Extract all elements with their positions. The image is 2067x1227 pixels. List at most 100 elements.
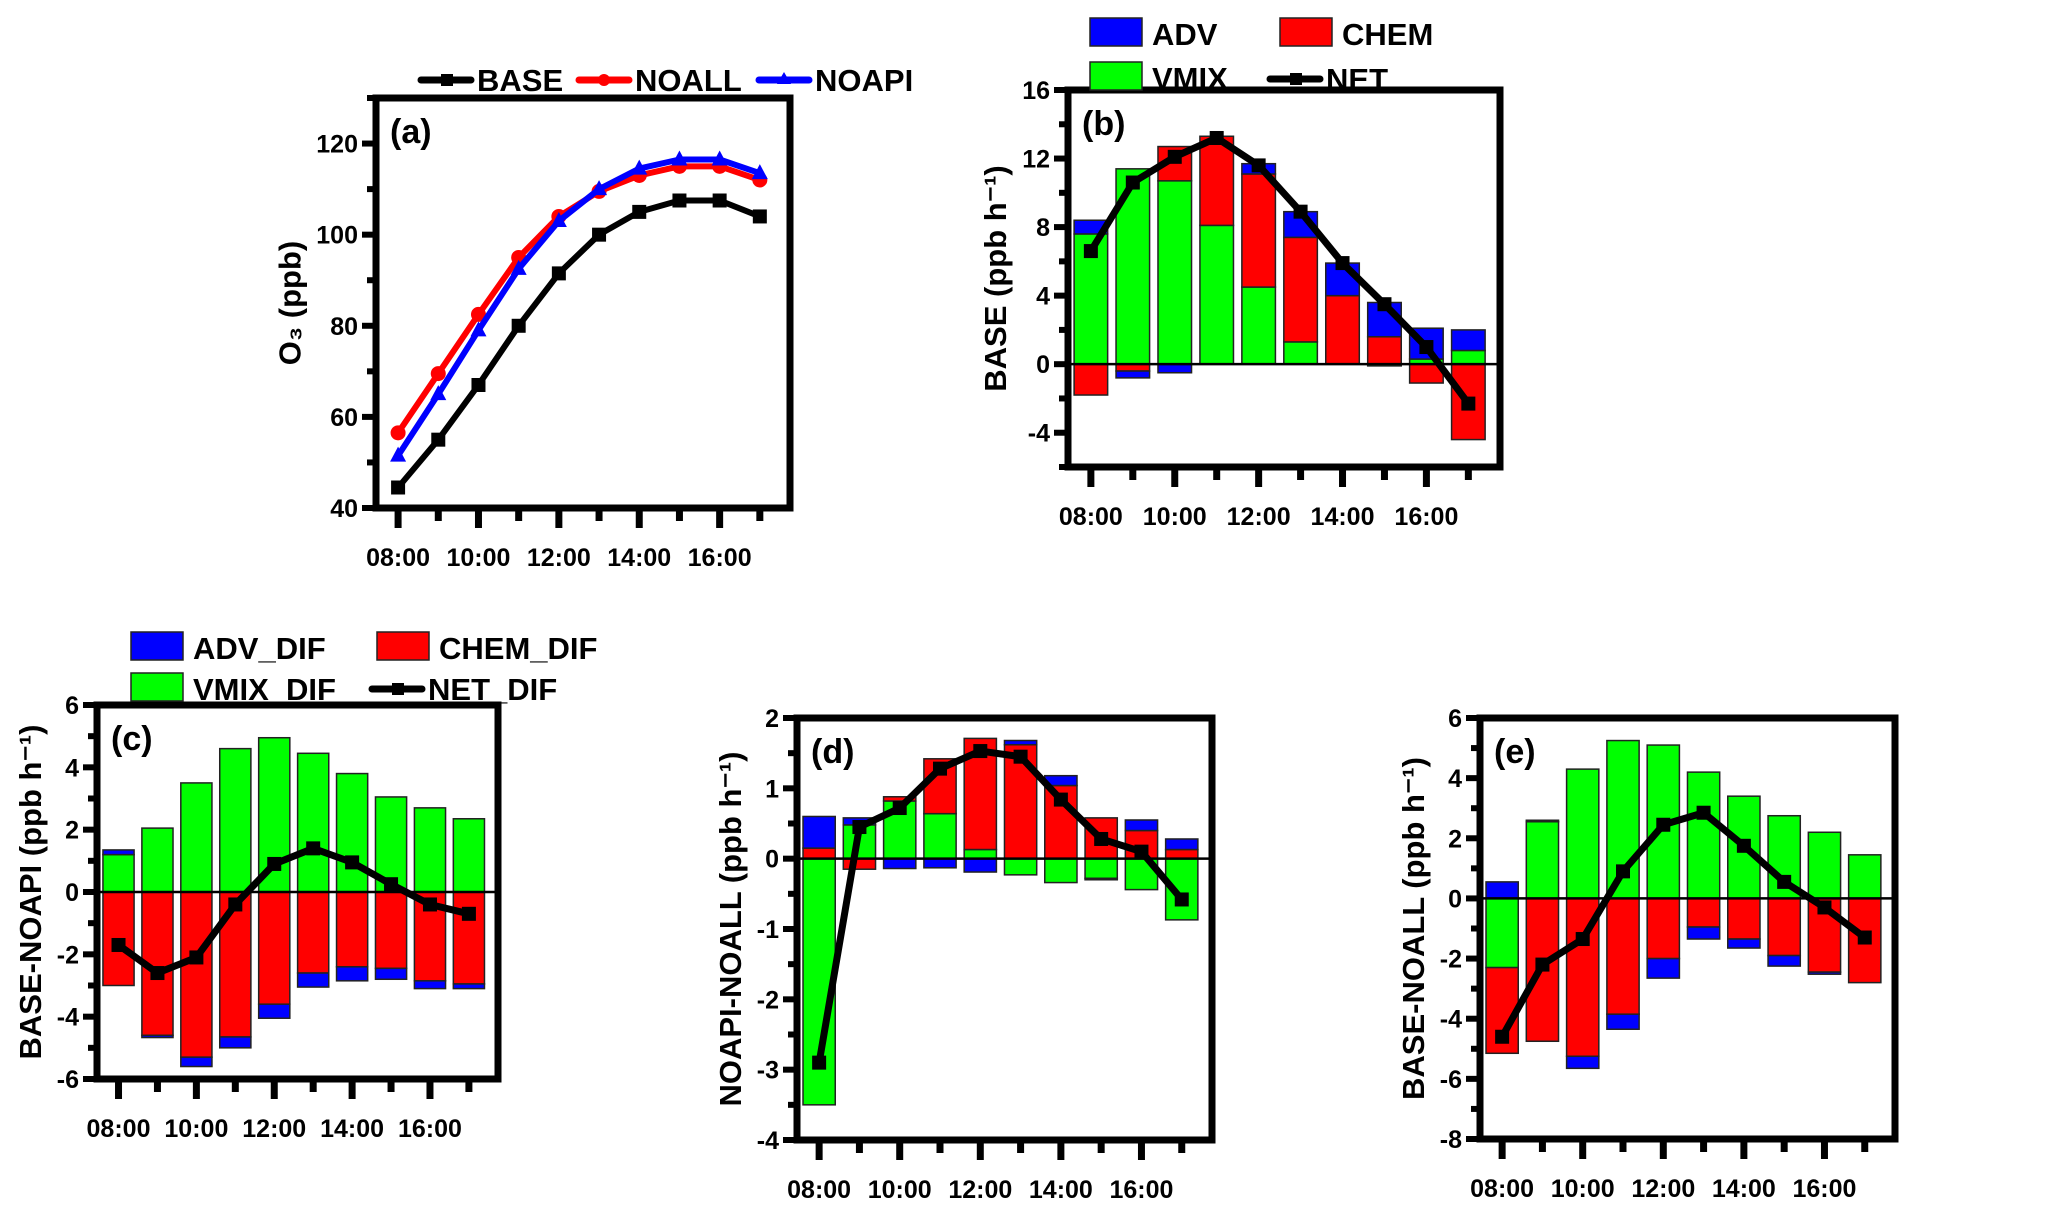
net-marker: [1377, 297, 1392, 312]
bar-vmix_dif-13:00: [1686, 771, 1721, 900]
bar-adv_dif-08:00: [802, 815, 836, 849]
net-marker: [1857, 930, 1872, 945]
bar-vmix_dif-14:00: [335, 772, 369, 893]
bar-chem_dif-11:00: [1606, 897, 1640, 1015]
bar-chem-11:00: [1199, 135, 1235, 227]
legend-noall-label: NOALL: [635, 63, 742, 98]
net-marker: [150, 966, 165, 981]
y-tick-label: -6: [1440, 1066, 1462, 1094]
bar-adv-10:00: [1157, 363, 1193, 374]
legend-vmix-label: VMIX: [1152, 61, 1228, 96]
y-axis-label: O₃ (ppb): [272, 241, 307, 366]
bar-vmix_dif-09:00: [141, 827, 174, 893]
bar-vmix_dif-10:00: [1565, 768, 1600, 900]
panel-label: (a): [390, 113, 432, 151]
bar-adv_dif-09:00: [141, 1034, 174, 1039]
y-tick-label: 4: [1036, 283, 1050, 311]
marker-noapi: [591, 180, 608, 196]
bar-vmix_dif-17:00: [1847, 854, 1882, 900]
bar-vmix_dif-11:00: [923, 812, 957, 860]
legend-adv-label: ADV: [1152, 17, 1218, 52]
bar-vmix_dif-10:00: [180, 782, 213, 893]
marker-base: [712, 193, 727, 208]
net-marker: [1251, 158, 1266, 173]
bar-adv-09:00: [1115, 370, 1151, 379]
marker-noapi: [711, 150, 728, 166]
x-tick-label: 10:00: [1551, 1175, 1615, 1203]
legend-chem-dif-label: CHEM_DIF: [439, 631, 597, 666]
net-marker: [1616, 864, 1631, 879]
net-marker: [1461, 396, 1476, 411]
marker-noall: [470, 306, 486, 322]
x-tick-label: 16:00: [1792, 1175, 1856, 1203]
net-marker: [812, 1055, 827, 1070]
marker-base: [511, 318, 526, 333]
net-line: [1499, 809, 1867, 1039]
y-tick-label: -4: [57, 1004, 79, 1032]
x-tick-label: 12:00: [948, 1176, 1012, 1204]
y-tick-label: 4: [65, 754, 79, 782]
marker-noapi: [470, 321, 487, 337]
y-tick-label: 80: [330, 313, 358, 341]
marker-base: [672, 193, 687, 208]
line-noapi: [395, 156, 761, 458]
net-marker: [1174, 892, 1189, 907]
bar-adv_dif-13:00: [296, 972, 330, 988]
bar-chem-13:00: [1283, 236, 1319, 343]
x-tick-label: 16:00: [1394, 503, 1458, 531]
x-tick-label: 12:00: [1631, 1175, 1695, 1203]
bar-adv_dif-15:00: [1767, 954, 1802, 967]
marker-noall: [430, 366, 446, 382]
marker-base: [551, 266, 566, 281]
legend-net-label: NET: [1326, 62, 1388, 97]
legend-vmix-dif-swatch: [130, 672, 184, 702]
marker-noapi: [430, 385, 447, 401]
marker-noapi: [751, 164, 768, 180]
panel-b: -4 0 4 8 12 16 08:00 10:00 12:00 14:00 16:00 (b) BAS…: [978, 77, 1504, 531]
y-tick-label: 2: [65, 817, 79, 845]
y-tick-label: -2: [1440, 946, 1462, 974]
bar-chem_dif-17:00: [452, 891, 486, 985]
net-marker: [852, 820, 867, 835]
bar-adv_dif-16:00: [1807, 971, 1842, 975]
x-tick-label: 14:00: [1029, 1176, 1093, 1204]
y-tick-label: 100: [316, 222, 358, 250]
legend-net-dif-marker: [392, 683, 404, 695]
marker-base: [752, 209, 767, 224]
legend-noapi-label: NOAPI: [815, 63, 913, 98]
x-tick-label: 16:00: [688, 544, 752, 572]
bar-adv_dif-13:00: [1686, 926, 1721, 940]
panel-label: (d): [811, 733, 854, 771]
bar-adv_dif-12:00: [1646, 957, 1681, 979]
bar-adv_dif-17:00: [1164, 838, 1199, 851]
y-axis-label: BASE-NOALL (ppb h⁻¹): [1396, 757, 1431, 1100]
panel-e: -8 -6 -4 -2 0 2 4 6 08:00 10:00 12:00 14:00 16:00 (e)…: [1396, 705, 1899, 1203]
bar-adv_dif-13:00: [1003, 739, 1038, 746]
bar-vmix-17:00: [1450, 349, 1486, 365]
y-axis-label: NOAPI-NOALL (ppb h⁻¹): [713, 751, 748, 1106]
bar-adv_dif-11:00: [1606, 1013, 1640, 1030]
y-tick-label: -6: [57, 1066, 79, 1094]
bar-adv_dif-09:00: [1525, 819, 1560, 823]
y-tick-label: -2: [757, 986, 779, 1014]
bar-chem_dif-10:00: [180, 891, 213, 1058]
net-marker: [111, 937, 126, 952]
y-tick-label: -1: [757, 916, 779, 944]
net-marker: [384, 877, 399, 892]
y-tick-label: 0: [1448, 885, 1462, 913]
bar-adv_dif-16:00: [413, 980, 447, 990]
bar-adv_dif-15:00: [1084, 877, 1119, 881]
bar-adv_dif-14:00: [1727, 938, 1761, 949]
x-tick-label: 14:00: [320, 1115, 384, 1143]
bar-vmix_dif-08:00: [102, 853, 135, 893]
bar-vmix_dif-11:00: [218, 747, 252, 893]
panel-d: -4 -3 -2 -1 0 1 2 08:00 10:00 12:00 14:00 16:00 (d) N…: [713, 705, 1216, 1204]
y-tick-label: 2: [765, 705, 779, 733]
net-marker: [1209, 130, 1224, 145]
y-tick-label: 120: [316, 131, 358, 159]
y-tick-label: -8: [1440, 1126, 1462, 1154]
bar-adv_dif-16:00: [1124, 819, 1159, 832]
x-tick-label: 12:00: [527, 544, 591, 572]
marker-base: [592, 227, 607, 242]
y-tick-label: 8: [1036, 214, 1050, 242]
